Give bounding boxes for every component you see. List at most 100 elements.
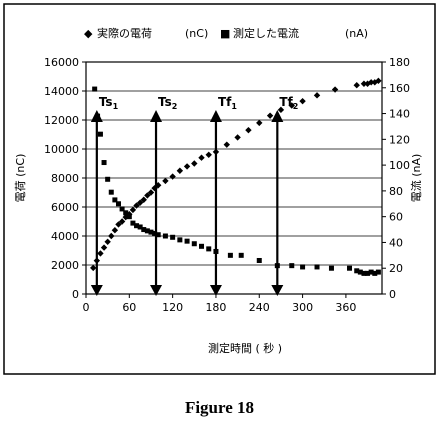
current-point bbox=[368, 269, 374, 275]
current-point bbox=[213, 248, 219, 254]
marker-arrow-head-up bbox=[209, 110, 222, 122]
y-left-tick-label: 6000 bbox=[51, 201, 79, 214]
current-point bbox=[92, 86, 98, 92]
time-markers: Ts1 Ts2 Tf1 Tf2 bbox=[90, 95, 298, 296]
current-point bbox=[347, 265, 353, 271]
current-point bbox=[300, 264, 306, 270]
current-point bbox=[152, 230, 158, 236]
y-left-tick-label: 2000 bbox=[51, 259, 79, 272]
y-right-tick-label: 100 bbox=[389, 159, 410, 172]
current-point bbox=[148, 229, 154, 235]
charge-point bbox=[144, 192, 151, 199]
marker-arrow-head-down bbox=[90, 285, 103, 296]
charge-point bbox=[266, 112, 274, 119]
current-point bbox=[141, 227, 147, 233]
charge-point bbox=[154, 182, 162, 189]
y-left-tick-label: 12000 bbox=[44, 114, 79, 127]
legend-unit-current: (nA) bbox=[345, 27, 368, 40]
charge-point bbox=[277, 106, 285, 114]
current-point bbox=[108, 189, 114, 195]
figure-caption: Figure 18 bbox=[184, 398, 255, 417]
current-point bbox=[199, 243, 205, 249]
charge-point bbox=[162, 177, 169, 185]
x-axis-label: 測定時間 ( 秒 ) bbox=[208, 341, 282, 355]
charge-point bbox=[367, 79, 375, 86]
marker-arrow-head-up bbox=[271, 110, 284, 122]
marker-label: Ts1 bbox=[99, 95, 119, 111]
current-point bbox=[112, 197, 118, 203]
current-point bbox=[328, 265, 334, 271]
charge-point bbox=[90, 264, 97, 272]
bottom-axis: 0 60 120 180 240 300 360 bbox=[83, 294, 356, 314]
charge-point bbox=[100, 244, 108, 251]
charge-point bbox=[169, 173, 176, 180]
current-point bbox=[115, 201, 121, 207]
current-point bbox=[101, 160, 107, 166]
current-point bbox=[126, 214, 132, 220]
charge-point bbox=[108, 232, 115, 240]
current-point bbox=[97, 131, 103, 137]
charge-point bbox=[234, 134, 241, 141]
y-right-axis-label: 電流 (nA) bbox=[409, 154, 423, 203]
chart-figure: ◆ 実際の電荷 (nC) ■ 測定した電流 (nA) 0 2000 4000 6000… bbox=[3, 3, 436, 375]
x-tick-label: 0 bbox=[83, 301, 90, 314]
charge-point bbox=[212, 148, 220, 156]
current-point bbox=[155, 232, 161, 238]
legend-label-charge: 実際の電荷 bbox=[97, 26, 152, 40]
charge-point bbox=[245, 126, 252, 134]
current-point bbox=[137, 224, 143, 230]
current-point bbox=[289, 263, 295, 269]
charge-point bbox=[360, 80, 368, 87]
charge-point bbox=[133, 202, 140, 209]
current-point bbox=[274, 263, 280, 269]
current-point bbox=[372, 270, 378, 276]
charge-point bbox=[147, 189, 155, 196]
gridlines bbox=[86, 61, 382, 295]
y-right-tick-label: 160 bbox=[389, 82, 410, 95]
y-right-tick-label: 40 bbox=[389, 236, 403, 249]
charge-point bbox=[136, 199, 144, 206]
y-left-tick-label: 14000 bbox=[44, 85, 79, 98]
left-axis: 0 2000 4000 6000 8000 10000 12000 14000 16000 bbox=[44, 56, 86, 301]
y-left-tick-label: 4000 bbox=[51, 230, 79, 243]
charge-point bbox=[176, 167, 184, 174]
legend-label-current: 測定した電流 bbox=[233, 26, 299, 40]
x-tick-label: 300 bbox=[292, 301, 313, 314]
legend-marker-current: ■ bbox=[220, 27, 230, 40]
charge-point bbox=[371, 79, 378, 86]
right-axis: 0 20 40 60 80 100 120 140 160 180 bbox=[382, 56, 410, 301]
y-left-tick-label: 8000 bbox=[51, 172, 79, 185]
y-right-tick-label: 20 bbox=[389, 262, 403, 275]
y-right-tick-label: 140 bbox=[389, 108, 410, 121]
charge-point bbox=[140, 196, 147, 203]
x-tick-label: 360 bbox=[335, 301, 356, 314]
current-point bbox=[256, 257, 262, 263]
y-left-tick-label: 16000 bbox=[44, 56, 79, 69]
current-point bbox=[130, 220, 136, 226]
marker-arrow-head-up bbox=[150, 110, 163, 122]
charge-point bbox=[198, 154, 205, 161]
current-point bbox=[191, 241, 197, 247]
current-point bbox=[354, 268, 360, 274]
charge-point bbox=[97, 250, 104, 257]
charge-point bbox=[331, 86, 339, 93]
charge-point bbox=[118, 218, 126, 225]
current-point bbox=[357, 269, 363, 275]
charge-point bbox=[183, 163, 191, 170]
current-point bbox=[238, 252, 244, 258]
x-tick-label: 120 bbox=[162, 301, 183, 314]
current-point bbox=[134, 223, 140, 229]
marker-arrow-head-down bbox=[271, 285, 284, 296]
current-point bbox=[170, 234, 176, 240]
series-charge bbox=[90, 77, 382, 272]
charge-point bbox=[313, 92, 321, 99]
y-left-tick-label: 10000 bbox=[44, 143, 79, 156]
charge-point bbox=[256, 119, 263, 127]
charge-point bbox=[288, 102, 295, 109]
legend-unit-charge: (nC) bbox=[185, 27, 208, 40]
legend-marker-charge: ◆ bbox=[84, 27, 93, 40]
charge-point bbox=[111, 227, 119, 234]
current-point bbox=[177, 237, 183, 243]
current-point bbox=[105, 176, 111, 182]
charge-point bbox=[104, 238, 111, 245]
